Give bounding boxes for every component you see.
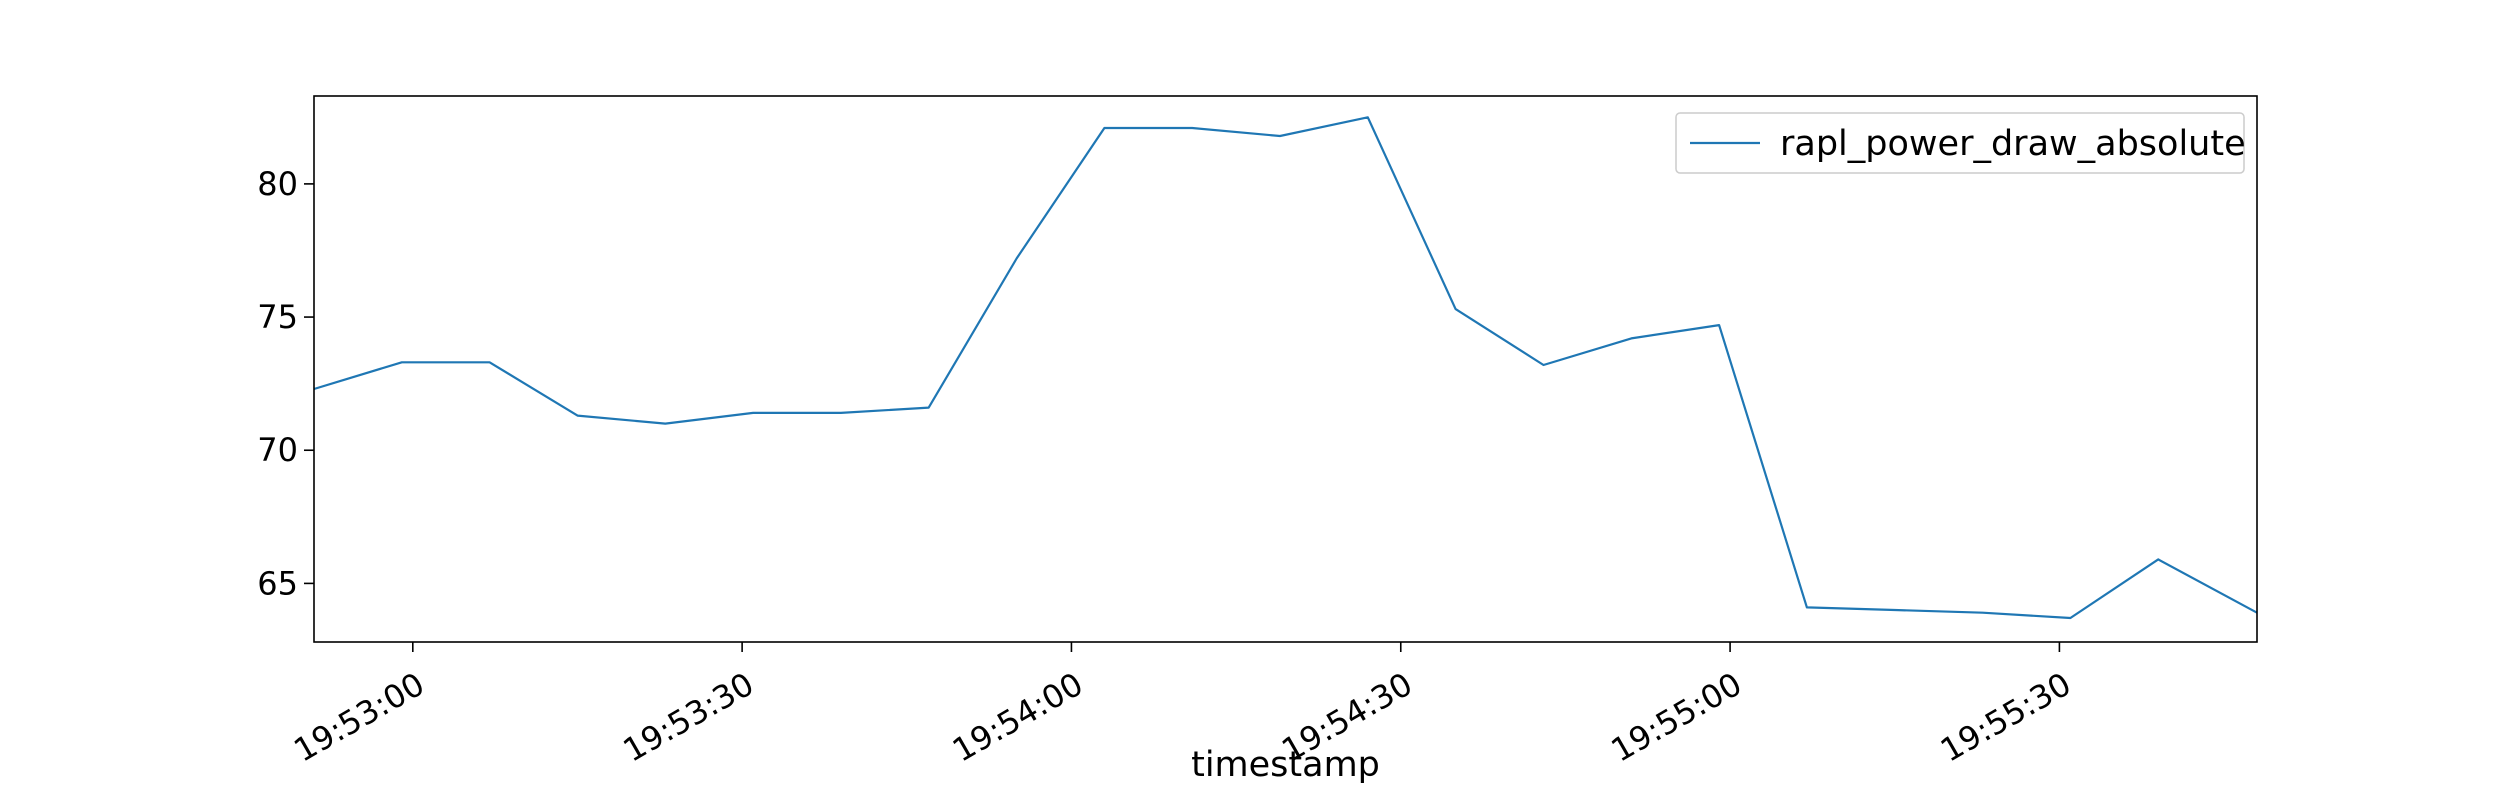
y-axis-ticks: 65 70 75 80 [257,165,314,602]
plot-area-frame [313,95,2258,643]
x-tick-label: 19:55:00 [1605,665,1748,770]
legend-label: rapl_power_draw_absolute [1780,124,2246,164]
legend: rapl_power_draw_absolute [1675,112,2246,174]
y-tick-label: 75 [257,298,298,336]
y-tick-label: 70 [257,431,298,469]
x-tick-label: 19:54:00 [946,665,1089,770]
series-line [313,116,2258,620]
y-tick-label: 65 [257,564,298,602]
series-layer [313,116,2258,620]
x-tick-label: 19:53:00 [287,665,430,770]
x-axis-ticks: 19:53:00 19:53:30 19:54:00 19:54:30 19:55:00… [287,642,2077,770]
x-axis-title: timestamp [1191,745,1380,785]
legend-frame [1675,112,2245,174]
y-tick-label: 80 [257,165,298,203]
x-tick-label: 19:53:30 [617,665,760,770]
x-tick-label: 19:55:30 [1934,665,2077,770]
